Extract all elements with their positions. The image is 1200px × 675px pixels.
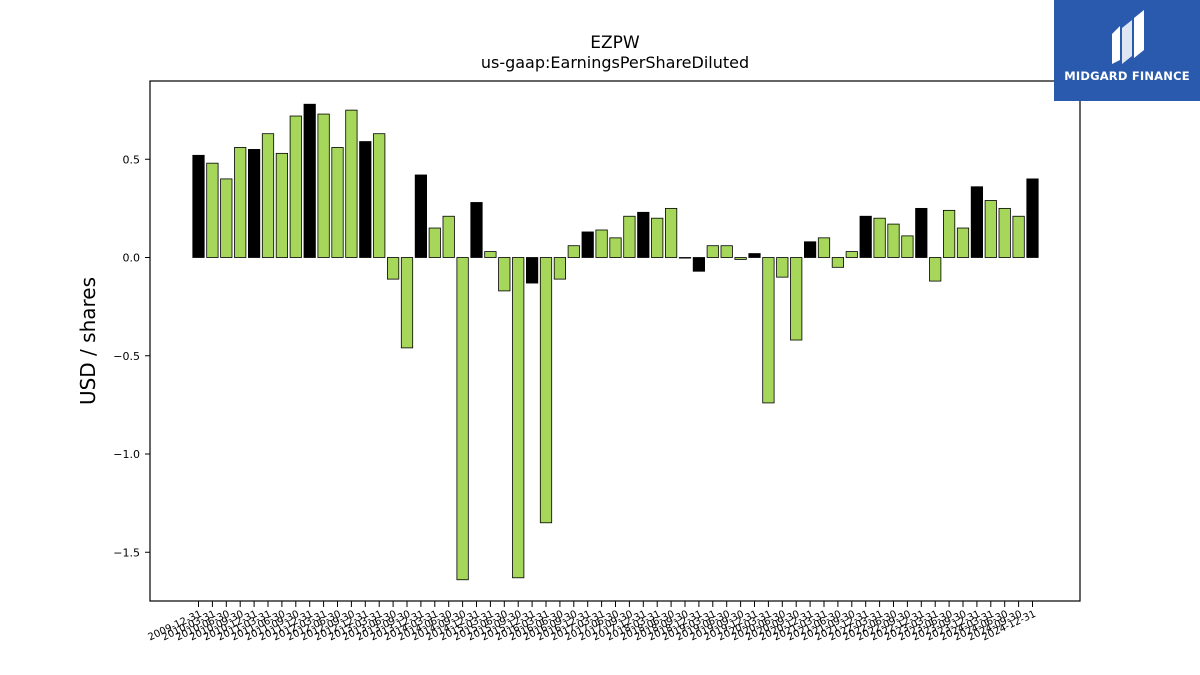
bar-2022-09-30 bbox=[901, 235, 914, 258]
bar-2013-06-30 bbox=[386, 257, 400, 280]
bar-2015-12-31 bbox=[526, 257, 539, 284]
bar-2024-12-31 bbox=[1026, 178, 1039, 258]
y-axis: 0.5 0.0 −0.5 −1.0 −1.5 bbox=[113, 153, 150, 559]
bar-2022-12-31 bbox=[915, 207, 928, 258]
bar-2014-06-30 bbox=[442, 215, 455, 258]
bar-2012-06-30 bbox=[331, 147, 344, 258]
bar-2010-09-30 bbox=[234, 147, 247, 258]
bar-2013-09-30 bbox=[400, 257, 414, 349]
chart-subtitle: us-gaap:EarningsPerShareDiluted bbox=[481, 53, 749, 72]
bar-2019-03-31 bbox=[706, 245, 719, 258]
bar-2017-09-30 bbox=[623, 215, 636, 258]
bar-2018-06-30 bbox=[665, 207, 678, 258]
bar-2014-09-30 bbox=[456, 257, 469, 581]
bar-2021-12-31 bbox=[859, 215, 872, 258]
bar-2023-12-31 bbox=[970, 186, 984, 258]
y-axis-label: USD / shares bbox=[76, 277, 100, 405]
bar-2018-09-30 bbox=[678, 257, 692, 259]
brand-logo: MIDGARD FINANCE bbox=[1054, 0, 1200, 101]
bar-2011-03-31 bbox=[261, 133, 275, 258]
bar-2013-03-31 bbox=[373, 133, 386, 258]
bar-2016-03-31 bbox=[539, 257, 553, 524]
chart-title: EZPW bbox=[590, 33, 640, 53]
bar-2020-09-30 bbox=[790, 257, 803, 341]
y-tick-label: 0.5 bbox=[123, 153, 141, 166]
bar-2024-09-30 bbox=[1012, 215, 1025, 258]
bar-2017-03-31 bbox=[595, 229, 608, 258]
bar-2019-09-30 bbox=[734, 257, 747, 260]
bar-2011-09-30 bbox=[289, 115, 302, 258]
bar-2015-06-30 bbox=[498, 257, 511, 292]
bar-2010-06-30 bbox=[220, 178, 233, 258]
bar-2023-03-31 bbox=[929, 257, 942, 282]
plot-frame bbox=[149, 80, 1081, 602]
bar-2023-09-30 bbox=[956, 227, 970, 258]
y-tick-label: −1.0 bbox=[113, 448, 140, 461]
bar-2012-12-31 bbox=[359, 141, 372, 258]
bar-2012-09-30 bbox=[345, 109, 358, 258]
bar-2020-12-31 bbox=[804, 241, 817, 258]
midgard-logo-icon bbox=[1112, 10, 1144, 64]
bar-2019-12-31 bbox=[748, 253, 761, 258]
bar-2023-06-30 bbox=[943, 209, 956, 258]
bar-2020-06-30 bbox=[776, 257, 789, 278]
bar-2024-03-31 bbox=[984, 200, 997, 258]
bar-2010-12-31 bbox=[247, 149, 261, 258]
bar-2011-12-31 bbox=[303, 103, 316, 258]
bar-2009-12-31 bbox=[192, 154, 205, 258]
bar-2022-06-30 bbox=[887, 223, 900, 258]
bar-2019-06-30 bbox=[720, 245, 733, 258]
bar-2013-12-31 bbox=[414, 174, 428, 258]
bar-2021-06-30 bbox=[831, 257, 845, 268]
bar-2014-12-31 bbox=[470, 202, 483, 258]
bar-2011-06-30 bbox=[275, 152, 289, 258]
bar-2021-03-31 bbox=[817, 237, 831, 258]
bar-2018-12-31 bbox=[692, 257, 706, 272]
bar-2016-06-30 bbox=[553, 257, 567, 280]
bar-2010-03-31 bbox=[206, 162, 219, 258]
bar-2017-06-30 bbox=[609, 237, 622, 258]
bar-2014-03-31 bbox=[428, 227, 441, 258]
y-tick-label: −1.5 bbox=[113, 546, 140, 559]
bar-2021-09-30 bbox=[845, 251, 858, 258]
bar-2015-03-31 bbox=[484, 251, 497, 258]
bar-2018-03-31 bbox=[651, 217, 664, 258]
bar-2016-09-30 bbox=[567, 245, 580, 258]
bars-group bbox=[192, 103, 1039, 581]
y-tick-label: 0.0 bbox=[123, 252, 141, 265]
bar-2017-12-31 bbox=[637, 211, 650, 258]
bar-2012-03-31 bbox=[317, 113, 330, 258]
bar-2022-03-31 bbox=[873, 217, 886, 258]
logo-text: MIDGARD FINANCE bbox=[1064, 69, 1190, 83]
bar-2024-06-30 bbox=[998, 207, 1011, 258]
bar-2015-09-30 bbox=[512, 257, 525, 579]
bar-2020-03-31 bbox=[762, 257, 775, 404]
bar-2016-12-31 bbox=[581, 231, 594, 258]
y-tick-label: −0.5 bbox=[113, 350, 140, 363]
x-axis: 2009-12-312010-03-312010-06-302010-09-30… bbox=[146, 601, 1038, 643]
